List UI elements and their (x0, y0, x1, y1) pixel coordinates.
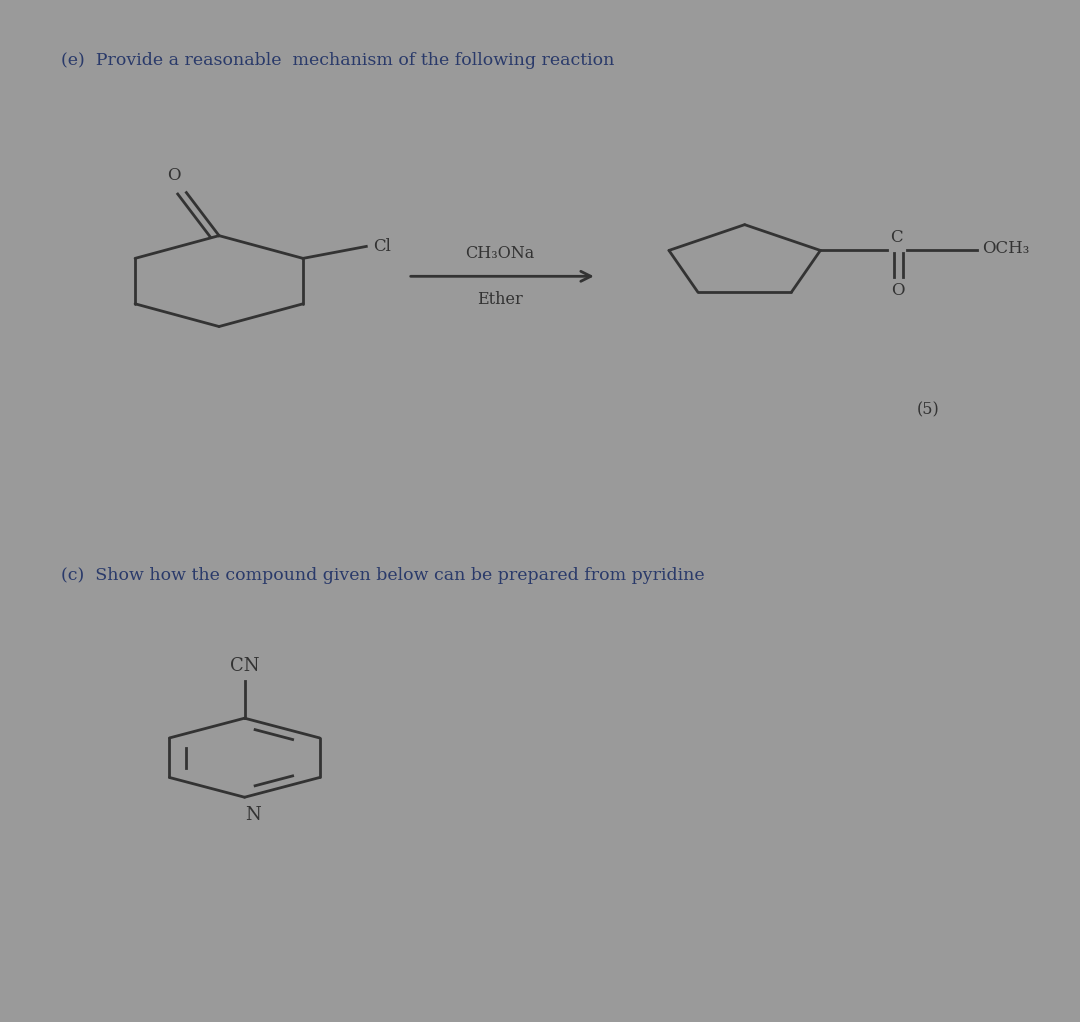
Text: O: O (891, 281, 905, 298)
Text: (e)  Provide a reasonable  mechanism of the following reaction: (e) Provide a reasonable mechanism of th… (60, 51, 615, 68)
Text: (c)  Show how the compound given below can be prepared from pyridine: (c) Show how the compound given below ca… (60, 567, 704, 584)
Text: OCH₃: OCH₃ (982, 239, 1029, 257)
Text: Cl: Cl (374, 238, 391, 254)
Text: CH₃ONa: CH₃ONa (465, 245, 535, 262)
Text: CN: CN (230, 657, 259, 676)
Text: Ether: Ether (477, 290, 523, 308)
Text: C: C (890, 229, 903, 245)
Text: O: O (167, 167, 180, 184)
Text: (5): (5) (917, 402, 940, 419)
Text: N: N (245, 805, 260, 824)
